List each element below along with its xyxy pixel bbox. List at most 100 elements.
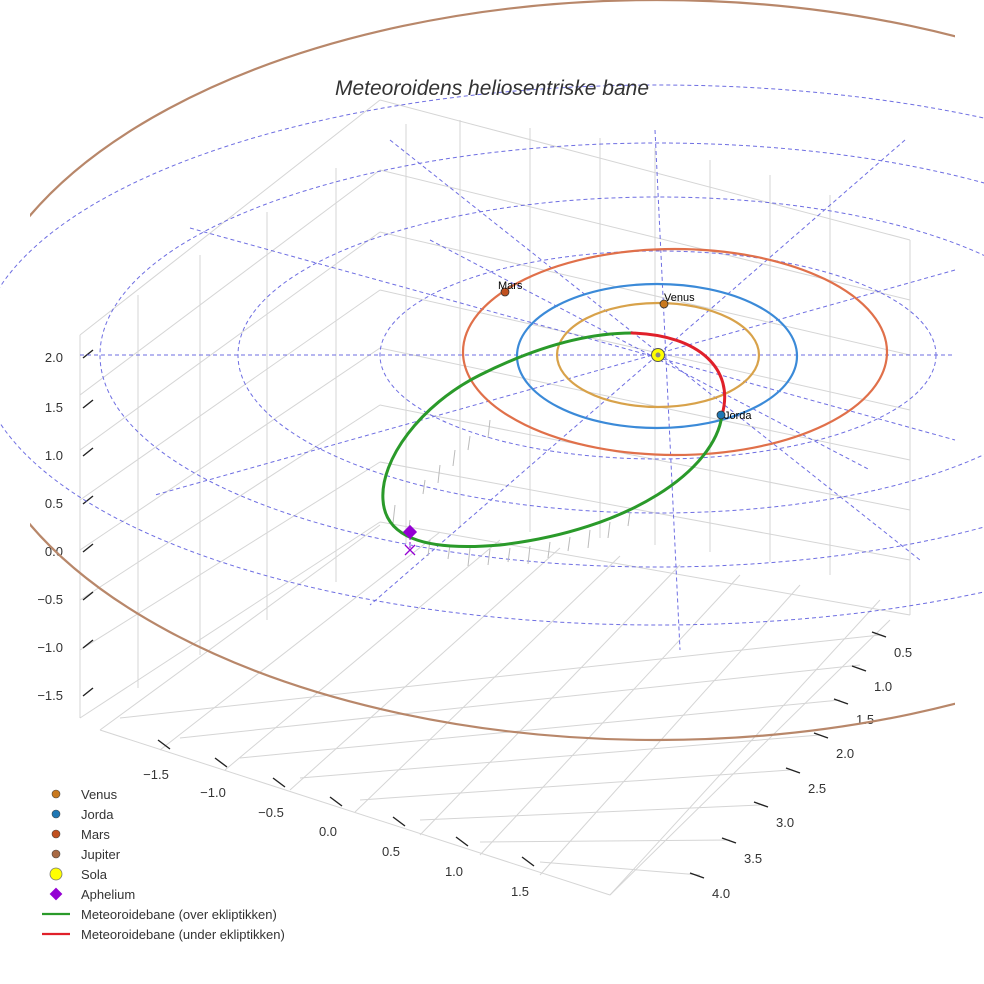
drop-line [452,449,456,467]
ecliptic-radial [654,129,681,651]
meteoroid-orbit-below [630,331,727,417]
y-tick-mark [851,665,867,672]
z-tick-mark [82,447,94,457]
drop-line [547,541,551,559]
x-tick-mark [214,757,228,768]
y-tick-mark [753,801,769,808]
tick-marks [82,349,887,879]
x-tick-label: −1.5 [143,767,169,782]
y-tick-mark [871,631,887,638]
y-tick-label: 4.0 [712,886,730,901]
ecliptic-guides [0,84,984,651]
drop-line [607,521,611,539]
ecliptic-ring [99,142,984,568]
mars-label: Mars [498,280,523,292]
drop-line [467,547,471,567]
planet-orbits [30,0,955,741]
z-tick-label: −1.5 [37,688,63,703]
mars-marker [500,287,510,297]
drop-line [587,529,591,549]
orbit-venus [555,301,761,409]
drop-line [467,435,471,451]
legend-meteoroidebane-over-ekliptikken-label: Meteoroidebane (over ekliptikken) [81,907,277,922]
ecliptic-radial [154,269,956,496]
legend-sola-label: Sola [81,867,108,882]
legend-aphelium-symbol [49,887,63,901]
legend-meteoroidebane-under-ekliptikken-label: Meteoroidebane (under ekliptikken) [81,927,285,942]
legend: Venus Jorda Mars Jupiter Sola Aphelium Meteoro… [42,787,285,942]
x-tick-mark [272,777,286,788]
earth-label: Jorda [724,410,752,422]
legend-jupiter-symbol [51,849,61,859]
y-tick-mark [785,767,801,774]
earth-marker [716,410,726,420]
body-markers: Venus Jorda Mars [402,280,752,556]
y-tick-mark [689,872,705,879]
chart-title: Meteoroidens heliosentriske bane [335,77,649,100]
aphelion-projection [404,544,416,556]
x-tick-mark [157,739,171,750]
x-tick-label: 1.5 [511,884,529,899]
drop-line [507,547,511,563]
orbit-jorda [515,282,799,430]
z-tick-label: 1.0 [45,448,63,463]
venus-marker [659,299,669,309]
x-tick-label: 0.0 [319,824,337,839]
venus-label: Venus [664,292,695,304]
x-tick-label: 0.5 [382,844,400,859]
z-tick-mark [82,639,94,649]
drop-line [487,548,491,566]
z-tick-label: 1.5 [45,400,63,415]
y-tick-label: 2.0 [836,746,854,761]
x-tick-label: 1.0 [445,864,463,879]
drop-line [422,479,426,495]
x-tick-mark [392,816,406,827]
x-tick-mark [521,856,535,867]
ecliptic-radial [369,139,906,606]
aphelion-marker [402,524,418,540]
z-tick-label: −1.0 [37,640,63,655]
legend-jorda-label: Jorda [81,807,114,822]
grid-lines [79,99,911,896]
legend-aphelium-label: Aphelium [81,887,135,902]
drop-line [437,464,441,484]
y-tick-mark [721,837,737,844]
sun-core [655,352,661,358]
drop-line [392,504,396,524]
x-tick-mark [455,836,469,847]
legend-jorda-symbol [51,809,61,819]
legend-mars-label: Mars [81,827,110,842]
z-tick-mark [82,687,94,697]
y-tick-label: 0.5 [894,645,912,660]
z-tick-label: −0.5 [37,592,63,607]
legend-jupiter-label: Jupiter [81,847,121,862]
z-tick-mark [82,591,94,601]
drop-line [567,536,571,552]
x-tick-label: −0.5 [258,805,284,820]
y-tick-label: 3.5 [744,851,762,866]
ecliptic-radial [429,239,871,471]
y-tick-label: 2.5 [808,781,826,796]
legend-venus-label: Venus [81,787,118,802]
y-tick-label: 3.0 [776,815,794,830]
x-tick-label: −1.0 [200,785,226,800]
ecliptic-radial [189,227,956,441]
legend-venus-symbol [51,789,61,799]
y-tick-label: 1.0 [874,679,892,694]
z-tick-mark [82,495,94,505]
drop-line [627,511,631,527]
tick-labels: 2.0 1.5 1.0 0.5 0.0 −0.5 −1.0 −1.5 −1.5 −1.0 −0.5 0… [37,350,912,901]
y-tick-mark [833,698,849,705]
y-tick-mark [813,732,829,739]
legend-sola-symbol [49,867,63,881]
z-tick-label: 2.0 [45,350,63,365]
drop-line [487,419,491,439]
z-tick-mark [82,399,94,409]
meteoroid-orbit [381,331,727,567]
x-tick-mark [329,796,343,807]
meteoroid-orbit-above [381,331,724,549]
orbit-mars [461,247,889,457]
z-tick-label: 0.5 [45,496,63,511]
drop-line [527,545,531,565]
